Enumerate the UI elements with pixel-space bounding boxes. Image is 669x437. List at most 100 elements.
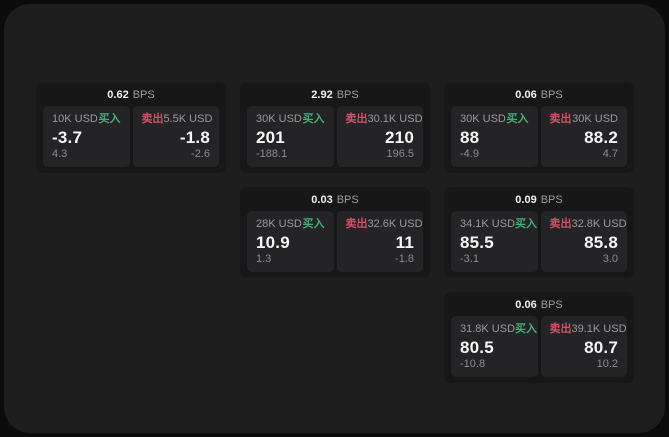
buy-panel[interactable]: 30K USD 买入 88 -4.9 — [451, 106, 538, 167]
sell-panel-top-row: 卖出 32.8K USD — [549, 218, 627, 231]
bps-unit-label: BPS — [540, 89, 563, 101]
buy-panel-top-row: 30K USD 买入 — [460, 113, 529, 126]
sell-side-label: 卖出 — [549, 218, 572, 230]
bps-unit-label: BPS — [336, 89, 359, 101]
quote-panels: 30K USD 买入 201 -188.1 卖出 30.1K USD 210 1… — [240, 106, 430, 174]
buy-notional: 31.8K USD — [460, 323, 516, 335]
buy-side-label: 买入 — [98, 113, 121, 125]
sell-price: 80.7 — [584, 338, 618, 357]
card-header: 2.92 BPS — [240, 82, 430, 106]
buy-change: 4.3 — [52, 148, 68, 160]
sell-price: -1.8 — [179, 128, 210, 147]
bps-value: 0.09 — [515, 194, 537, 206]
buy-notional: 34.1K USD — [460, 218, 516, 230]
sell-notional: 32.6K USD — [367, 218, 423, 230]
buy-side-label: 买入 — [302, 113, 325, 125]
buy-change: -10.8 — [460, 358, 486, 370]
buy-change: -188.1 — [256, 148, 288, 160]
bps-value: 0.06 — [515, 89, 537, 101]
sell-panel[interactable]: 卖出 32.6K USD 11 -1.8 — [336, 211, 423, 272]
bps-value: 0.62 — [107, 89, 129, 101]
buy-price: 88 — [460, 128, 480, 147]
buy-panel-top-row: 31.8K USD 买入 — [460, 323, 537, 336]
buy-notional: 30K USD — [460, 113, 506, 125]
sell-panel[interactable]: 卖出 39.1K USD 80.7 10.2 — [540, 316, 627, 377]
sell-change: 3.0 — [602, 253, 618, 265]
card-header: 0.06 BPS — [444, 292, 634, 316]
sell-panel-top-row: 卖出 30.1K USD — [345, 113, 423, 126]
sell-panel[interactable]: 卖出 32.8K USD 85.8 3.0 — [540, 211, 627, 272]
sell-change: 4.7 — [602, 148, 618, 160]
buy-change: -4.9 — [460, 148, 479, 160]
sell-price: 88.2 — [584, 128, 618, 147]
sell-side-label: 卖出 — [345, 218, 368, 230]
buy-side-label: 买入 — [506, 113, 529, 125]
price-card: 0.09 BPS 34.1K USD 买入 85.5 -3.1 卖出 32.8K … — [444, 187, 634, 278]
buy-notional: 10K USD — [52, 113, 98, 125]
bps-value: 2.92 — [311, 89, 333, 101]
quote-panels: 31.8K USD 买入 80.5 -10.8 卖出 39.1K USD 80.… — [444, 316, 634, 384]
sell-notional: 32.8K USD — [571, 218, 627, 230]
buy-side-label: 买入 — [515, 323, 538, 335]
price-card: 0.03 BPS 28K USD 买入 10.9 1.3 卖出 32.6K USD… — [240, 187, 430, 278]
price-card: 0.06 BPS 31.8K USD 买入 80.5 -10.8 卖出 39.1K… — [444, 292, 634, 383]
card-header: 0.03 BPS — [240, 187, 430, 211]
sell-change: 10.2 — [596, 358, 618, 370]
sell-price: 85.8 — [584, 233, 618, 252]
buy-side-label: 买入 — [515, 218, 538, 230]
bps-unit-label: BPS — [540, 299, 563, 311]
sell-panel-top-row: 卖出 32.6K USD — [345, 218, 423, 231]
buy-panel-top-row: 34.1K USD 买入 — [460, 218, 537, 231]
buy-panel-top-row: 30K USD 买入 — [256, 113, 325, 126]
sell-side-label: 卖出 — [549, 323, 572, 335]
sell-side-label: 卖出 — [345, 113, 368, 125]
app-surface: 0.62 BPS 10K USD 买入 -3.7 4.3 卖出 5.5K USD … — [4, 4, 665, 433]
buy-price: 10.9 — [256, 233, 290, 252]
sell-price: 11 — [395, 233, 414, 252]
buy-panel[interactable]: 10K USD 买入 -3.7 4.3 — [43, 106, 130, 167]
buy-change: 1.3 — [256, 253, 272, 265]
buy-notional: 28K USD — [256, 218, 302, 230]
quote-panels: 30K USD 买入 88 -4.9 卖出 30K USD 88.2 4.7 — [444, 106, 634, 174]
bps-value: 0.03 — [311, 194, 333, 206]
quote-panels: 34.1K USD 买入 85.5 -3.1 卖出 32.8K USD 85.8… — [444, 211, 634, 279]
sell-price: 210 — [385, 128, 414, 147]
sell-notional: 5.5K USD — [163, 113, 213, 125]
buy-price: 80.5 — [460, 338, 494, 357]
price-card: 0.06 BPS 30K USD 买入 88 -4.9 卖出 30K USD 88… — [444, 82, 634, 173]
price-card: 2.92 BPS 30K USD 买入 201 -188.1 卖出 30.1K U… — [240, 82, 430, 173]
quote-panels: 28K USD 买入 10.9 1.3 卖出 32.6K USD 11 -1.8 — [240, 211, 430, 279]
buy-panel[interactable]: 30K USD 买入 201 -188.1 — [247, 106, 334, 167]
buy-panel-top-row: 10K USD 买入 — [52, 113, 121, 126]
sell-change: -2.6 — [191, 148, 210, 160]
card-header: 0.06 BPS — [444, 82, 634, 106]
sell-notional: 39.1K USD — [571, 323, 627, 335]
buy-side-label: 买入 — [302, 218, 325, 230]
buy-price: -3.7 — [52, 128, 83, 147]
card-header: 0.62 BPS — [36, 82, 226, 106]
buy-panel[interactable]: 34.1K USD 买入 85.5 -3.1 — [451, 211, 538, 272]
card-header: 0.09 BPS — [444, 187, 634, 211]
sell-side-label: 卖出 — [141, 113, 164, 125]
buy-panel[interactable]: 28K USD 买入 10.9 1.3 — [247, 211, 334, 272]
buy-panel[interactable]: 31.8K USD 买入 80.5 -10.8 — [451, 316, 538, 377]
sell-change: 196.5 — [386, 148, 414, 160]
buy-notional: 30K USD — [256, 113, 302, 125]
sell-panel[interactable]: 卖出 5.5K USD -1.8 -2.6 — [132, 106, 219, 167]
sell-panel[interactable]: 卖出 30.1K USD 210 196.5 — [336, 106, 423, 167]
bps-unit-label: BPS — [540, 194, 563, 206]
buy-price: 85.5 — [460, 233, 494, 252]
buy-price: 201 — [256, 128, 285, 147]
card-grid: 0.62 BPS 10K USD 买入 -3.7 4.3 卖出 5.5K USD … — [36, 82, 634, 383]
quote-panels: 10K USD 买入 -3.7 4.3 卖出 5.5K USD -1.8 -2.… — [36, 106, 226, 174]
sell-panel-top-row: 卖出 30K USD — [550, 113, 619, 126]
sell-panel-top-row: 卖出 39.1K USD — [549, 323, 627, 336]
price-card: 0.62 BPS 10K USD 买入 -3.7 4.3 卖出 5.5K USD … — [36, 82, 226, 173]
sell-notional: 30.1K USD — [367, 113, 423, 125]
sell-notional: 30K USD — [572, 113, 618, 125]
bps-unit-label: BPS — [336, 194, 359, 206]
sell-side-label: 卖出 — [549, 113, 572, 125]
sell-panel-top-row: 卖出 5.5K USD — [141, 113, 213, 126]
bps-unit-label: BPS — [132, 89, 155, 101]
sell-panel[interactable]: 卖出 30K USD 88.2 4.7 — [540, 106, 627, 167]
